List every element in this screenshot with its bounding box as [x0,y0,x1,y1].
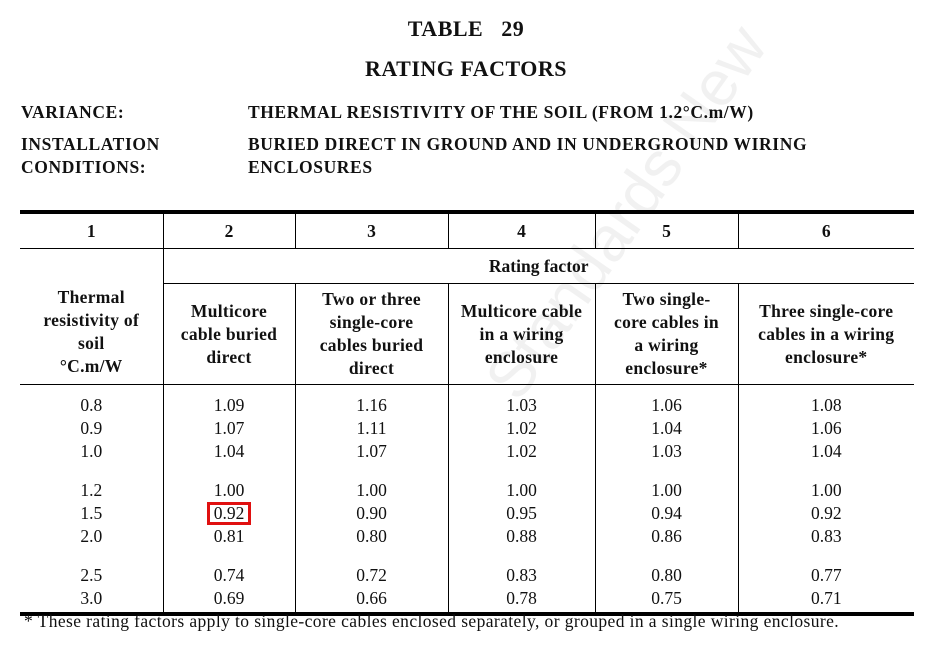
rating-factor-value: 1.07 [213,418,245,438]
table-cell: 1.00 0.95 0.88 [447,471,595,556]
highlighted-value: 0.92 [206,502,252,525]
table-cell: 1.06 1.04 1.03 [594,384,738,471]
table-number: TABLE 29 [407,16,525,41]
col-number-6: 6 [737,210,914,249]
rating-factor-value: 1.00 [810,480,842,500]
column-header-row: Multicore cable buried direct Two or three… [20,283,914,385]
rating-factor-value: 1.00 [506,480,537,500]
rating-factor-value: 1.04 [810,441,842,461]
table-cell: 1.16 1.11 1.07 [294,384,448,471]
variance-label: VARIANCE: [21,102,125,122]
rating-factor-value: 1.06 [810,418,842,438]
rating-factor-value: 0.83 [810,526,842,546]
col-number-5: 5 [594,210,738,249]
installation-label-line2: CONDITIONS: [21,157,147,177]
rating-factor-value: 1.04 [213,441,245,461]
rating-factor-value: 1.11 [356,418,387,438]
header-two-single-core-enclosure: Two single-core cables in a wiring enclosu… [594,283,738,385]
rating-factors-table: 1 2 3 4 5 6 Thermal resistivity of soil °C.… [20,210,914,616]
header-multicore-enclosure: Multicore cable in a wiring enclosure [447,283,595,385]
col-number-2: 2 [162,210,295,249]
header-multicore-buried: Multicore cable buried direct [162,283,295,385]
rating-factor-value: 1.09 [213,395,245,415]
resistivity-value: 1.2 [80,480,103,500]
rating-factor-value: 1.02 [506,441,537,461]
rating-factor-value: 0.66 [356,588,387,608]
table-cell: 0.74 0.69 [162,556,295,616]
table-cell: 0.77 0.71 [737,556,914,616]
rating-factor-value: 0.80 [651,565,682,585]
resistivity-value: 1.5 [80,503,103,523]
rating-factor-value: 1.04 [651,418,682,438]
table-cell: 0.80 0.75 [594,556,738,616]
rating-factor-value: 1.00 [651,480,682,500]
resistivity-value: 3.0 [80,588,103,608]
variance-value: THERMAL RESISTIVITY OF THE SOIL (FROM 1.… [248,102,754,122]
table-title: RATING FACTORS [365,56,567,81]
group-header-row: Thermal resistivity of soil °C.m/W Rating f… [20,248,914,385]
table-cell: 1.08 1.06 1.04 [737,384,914,471]
rating-factor-value: 1.06 [651,395,682,415]
rating-factor-value: 0.88 [506,526,537,546]
header-three-single-core-enclosure: Three single-core cables in a wiring enclo… [737,283,914,385]
header-thermal-resistivity: Thermal resistivity of soil °C.m/W [20,248,163,385]
table-cell: 1.00 0.94 0.86 [594,471,738,556]
table-cell: 1.2 1.5 2.0 [20,471,163,556]
resistivity-value: 1.0 [80,441,103,461]
rating-factor-value: 0.71 [810,588,842,608]
rating-factor-value: 1.02 [506,418,537,438]
rating-factor-value: 1.08 [810,395,842,415]
table-cell: 0.72 0.66 [294,556,448,616]
header-single-core-buried: Two or three single-core cables buried dire… [294,283,448,385]
rating-factor-value: 0.74 [213,565,245,585]
rating-factor-value: 0.78 [506,588,537,608]
rating-factor-value: 0.72 [356,565,387,585]
rating-factor-value: 0.90 [356,503,387,523]
table-row-group: 1.2 1.5 2.0 1.00 0.92 0.81 1.00 0.90 0.80 1.00 0.9… [20,471,914,556]
table-cell: 1.00 0.92 0.81 [162,471,295,556]
resistivity-value: 2.5 [80,565,103,585]
table-cell: 1.00 0.90 0.80 [294,471,448,556]
rating-factor-value: 1.00 [356,480,387,500]
rating-factor-value: 0.94 [651,503,682,523]
rating-factor-value: 0.92 [810,503,842,523]
col-number-3: 3 [294,210,448,249]
resistivity-value: 2.0 [80,526,103,546]
rating-factor-value: 1.03 [651,441,682,461]
installation-label-line1: INSTALLATION [21,134,160,154]
table-cell: 0.83 0.78 [447,556,595,616]
resistivity-value: 0.8 [80,395,103,415]
installation-value-line1: BURIED DIRECT IN GROUND AND IN UNDERGROU… [248,134,808,154]
table-cell: 1.00 0.92 0.83 [737,471,914,556]
rating-factor-value: 0.81 [213,526,245,546]
resistivity-value: 0.9 [80,418,103,438]
table-row-group: 0.8 0.9 1.0 1.09 1.07 1.04 1.16 1.11 1.07 1.03 1.0… [20,384,914,472]
table-cell: 0.8 0.9 1.0 [20,385,163,472]
col-number-4: 4 [447,210,595,249]
column-number-row: 1 2 3 4 5 6 [20,210,914,249]
rating-factor-value: 0.92 [164,502,295,525]
rating-factor-value: 1.03 [506,395,537,415]
rating-factor-value: 0.77 [810,565,842,585]
rating-factor-value: 1.07 [356,441,387,461]
table-body: 0.8 0.9 1.0 1.09 1.07 1.04 1.16 1.11 1.07 1.03 1.0… [20,384,914,616]
rating-factor-value: 0.69 [213,588,245,608]
rating-factor-value: 0.83 [506,565,537,585]
table-row-group: 2.5 3.0 0.74 0.69 0.72 0.66 0.83 0.78 0.80 0.75 0.… [20,556,914,616]
rating-factor-value: 1.16 [356,395,387,415]
rating-factor-header: Rating factor [162,248,914,284]
table-cell: 1.09 1.07 1.04 [162,384,295,471]
rating-factor-value: 0.95 [506,503,537,523]
rating-factor-value: 0.75 [651,588,682,608]
footnote: * These rating factors apply to single-c… [24,611,840,631]
rating-factor-value: 0.86 [651,526,682,546]
col-number-1: 1 [20,210,163,249]
rating-factor-value: 1.00 [213,480,245,500]
table-cell: 1.03 1.02 1.02 [447,384,595,471]
installation-value-line2: ENCLOSURES [248,157,373,177]
table-cell: 2.5 3.0 [20,556,163,616]
rating-factor-value: 0.80 [356,526,387,546]
